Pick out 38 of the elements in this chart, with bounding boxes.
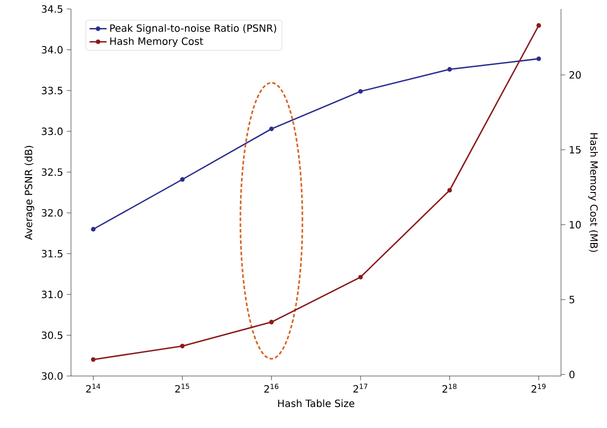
y-tick-label: 32.5 [42, 168, 62, 176]
y-tick-label: 34.0 [42, 46, 63, 54]
y-tick-label: 31.0 [42, 290, 63, 298]
x-tick-label: 2$^{19}$ [532, 384, 546, 393]
y-tick-label: 34.5 [42, 5, 62, 13]
x-tick-label: 2$^{17}$ [353, 384, 368, 392]
y2-tick-label: 5 [570, 296, 574, 304]
y2-tick-label: 0 [569, 370, 574, 378]
point [269, 320, 274, 324]
y-tick-label: 33.5 [42, 86, 62, 94]
y-tick-label: 30.5 [42, 331, 62, 339]
point [447, 188, 452, 193]
y2-axis-title: Hash Memory Cost (MB) [588, 133, 598, 252]
y-axis-title: Average PSNR (dB) [24, 146, 34, 240]
y-tick-label: 32.0 [42, 209, 63, 217]
point [180, 177, 185, 182]
x-tick-label: 2$^{18}$ [442, 384, 457, 393]
y-tick-label: 33.0 [42, 128, 63, 136]
point [269, 126, 274, 132]
x-tick-label: 2$^{14}$ [86, 384, 100, 392]
y-tick-label: 30.0 [42, 372, 63, 380]
y2-tick-label: 15 [570, 146, 581, 154]
point [180, 344, 185, 348]
y-tick-label: 31.5 [42, 250, 62, 258]
point [358, 274, 363, 280]
x-axis-title: Hash Table Size [278, 399, 354, 408]
point [536, 23, 542, 28]
point [536, 56, 542, 62]
legend-label: Peak Signal-to-noise Ratio (PSNR) [110, 24, 276, 34]
x-tick-label: 2$^{16}$ [264, 384, 278, 393]
legend-label: Hash Memory Cost [110, 37, 204, 47]
y2-tick-label: 20 [570, 71, 581, 79]
point [90, 226, 96, 232]
point [358, 89, 363, 94]
point [90, 357, 96, 362]
y2-tick-label: 10 [570, 220, 581, 228]
point [447, 67, 452, 72]
x-tick-label: 2$^{15}$ [175, 384, 190, 392]
